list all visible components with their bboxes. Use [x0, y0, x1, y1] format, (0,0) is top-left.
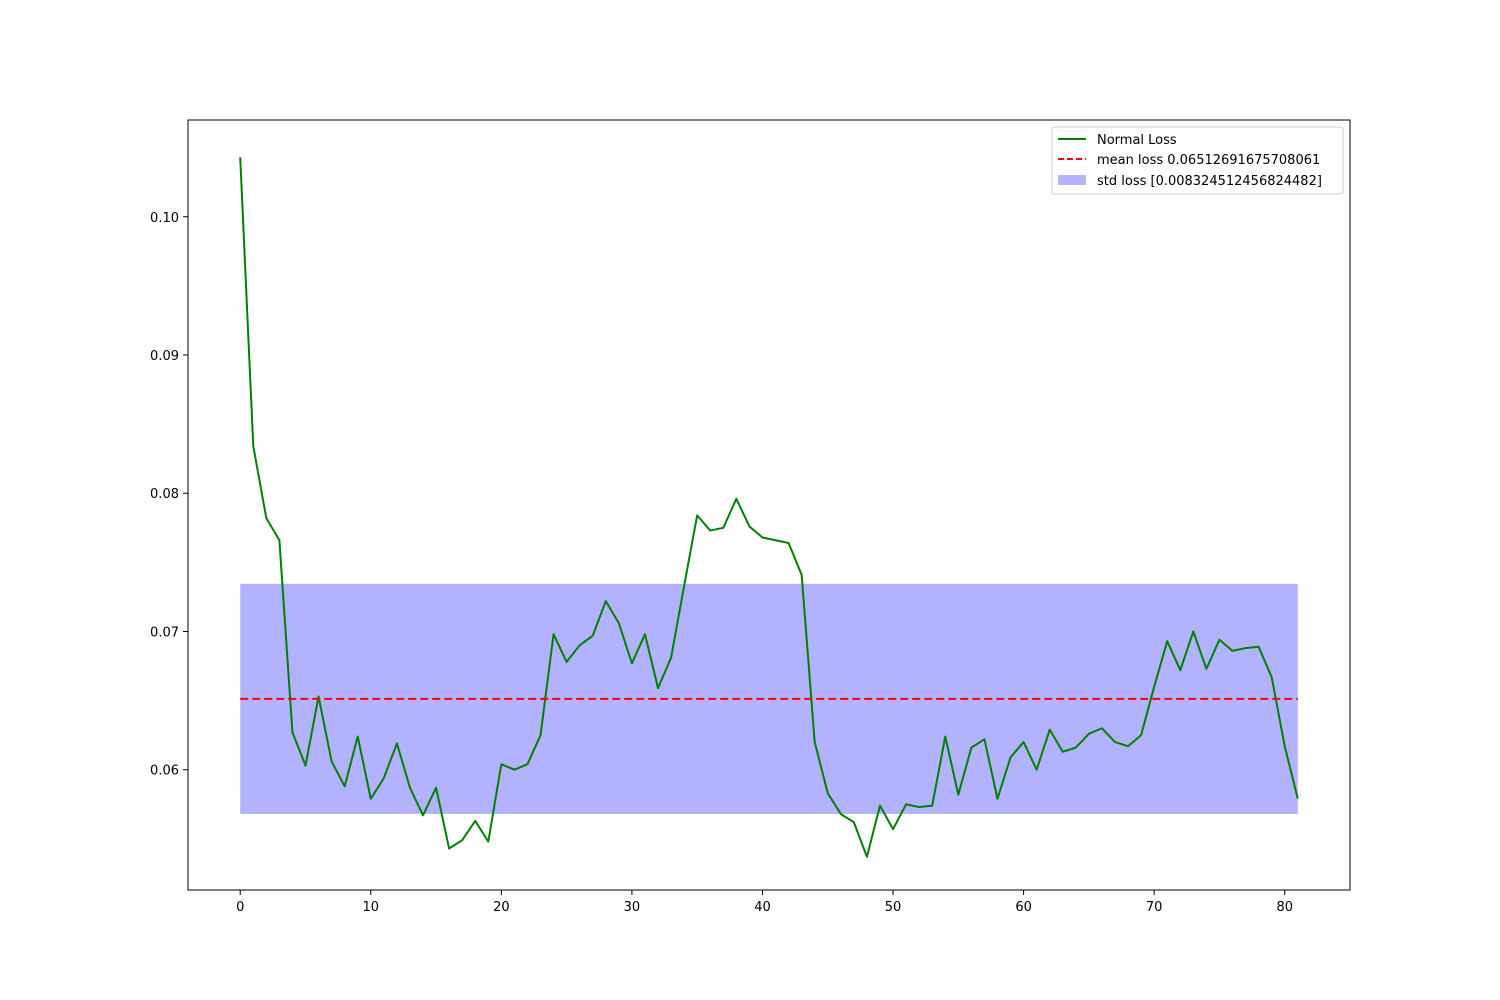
- x-tick-label: 50: [885, 900, 902, 915]
- legend-patch-std-loss: [1058, 175, 1086, 185]
- legend-label-normal-loss: Normal Loss: [1097, 133, 1177, 148]
- legend-box: [1051, 126, 1344, 195]
- x-tick-label: 40: [754, 900, 771, 915]
- y-tick-label: 0.09: [150, 349, 179, 364]
- x-tick-label: 0: [236, 900, 244, 915]
- x-tick-label: 80: [1276, 900, 1293, 915]
- x-tick-label: 10: [363, 900, 380, 915]
- x-tick-label: 20: [493, 900, 510, 915]
- x-tick-label: 30: [624, 900, 641, 915]
- normal-loss-line: [239, 157, 1299, 858]
- y-tick-label: 0.10: [150, 211, 179, 226]
- y-tick-label: 0.08: [150, 487, 179, 502]
- series-layer: [239, 157, 1299, 858]
- x-axis-ticks: 0 10 20 30 40 50 60 70 80: [236, 890, 1293, 915]
- y-axis-ticks: 0.06 0.07 0.08 0.09 0.10: [150, 211, 188, 779]
- legend: Normal Loss mean loss 0.0651269167570806…: [1051, 126, 1344, 195]
- x-tick-label: 70: [1146, 900, 1163, 915]
- y-tick-label: 0.07: [150, 625, 179, 640]
- axes-frame: [187, 119, 1351, 891]
- y-tick-label: 0.06: [150, 764, 179, 779]
- x-tick-label: 60: [1015, 900, 1032, 915]
- legend-label-std-loss: std loss [0.008324512456824482]: [1097, 174, 1322, 189]
- legend-label-mean-loss: mean loss 0.06512691675708061: [1097, 153, 1320, 168]
